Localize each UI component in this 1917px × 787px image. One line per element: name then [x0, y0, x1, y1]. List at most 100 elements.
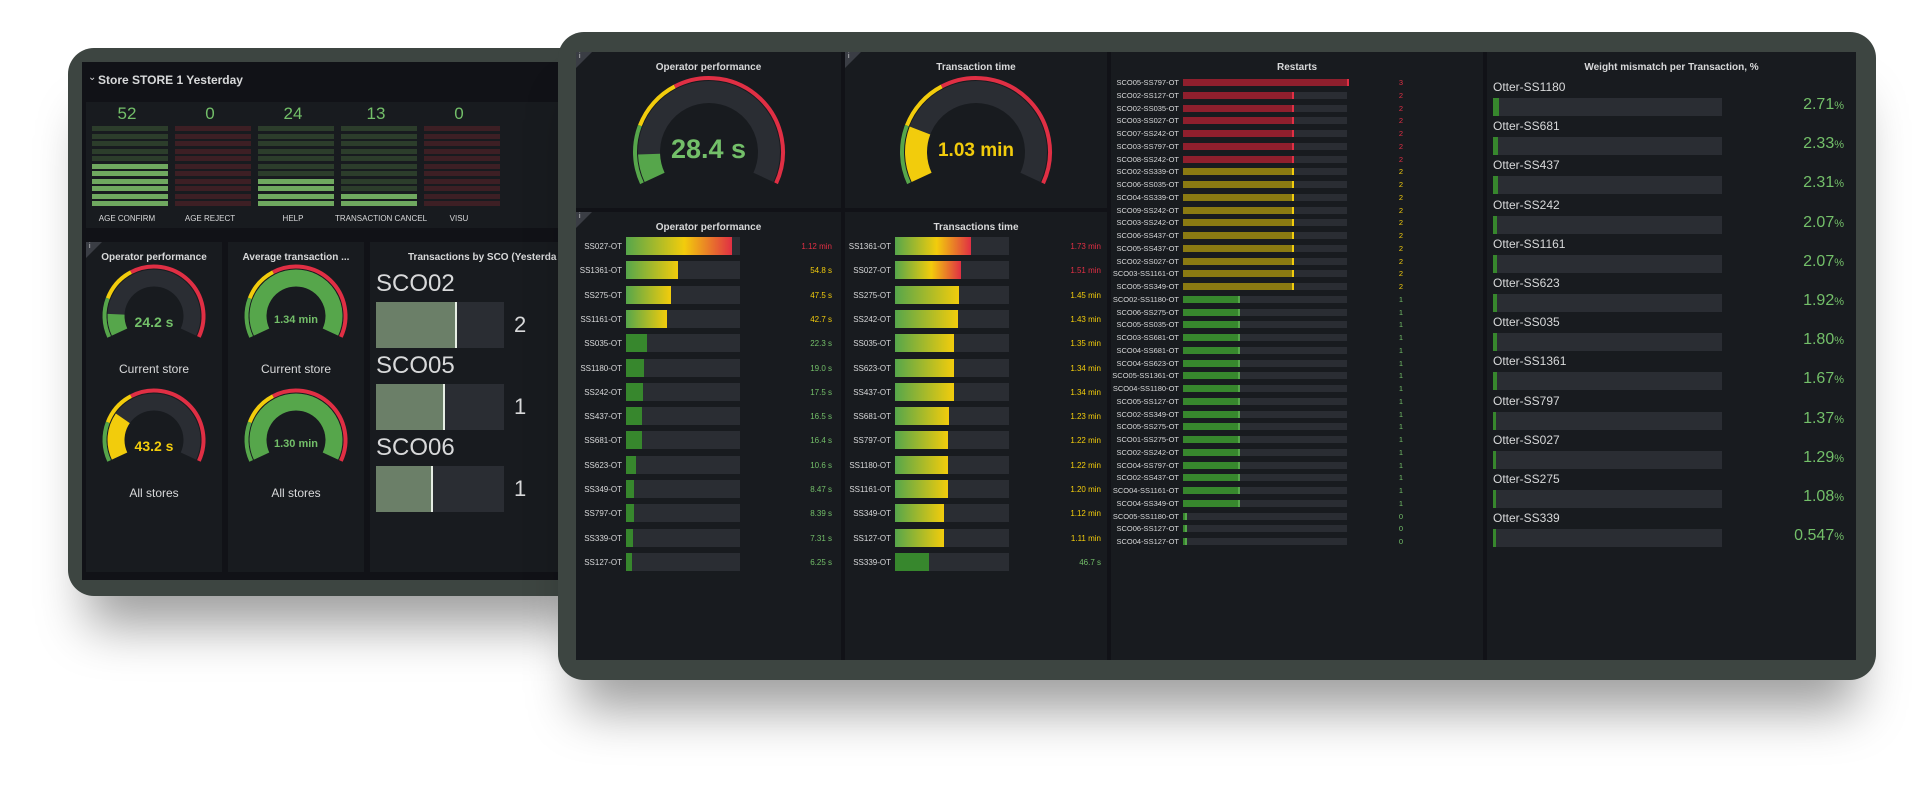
mismatch-fill	[1493, 137, 1498, 156]
back-monitor: ⌄ Store STORE 1 Yesterday 52 AGE CONFIRM 0…	[68, 48, 608, 596]
restart-fill	[1183, 219, 1295, 227]
info-corner[interactable]: i	[845, 52, 861, 68]
restart-label: SCO05-SS1361-OT	[1112, 371, 1179, 381]
counter-label: VISU	[449, 214, 469, 223]
mismatch-value: 1.67%	[1803, 370, 1844, 388]
bar-value: 47.5 s	[810, 290, 832, 300]
restart-fill	[1183, 385, 1240, 392]
level-segment	[175, 133, 251, 139]
threshold-green	[244, 421, 253, 462]
gauge-arc	[244, 388, 348, 462]
restart-value: 2	[1398, 90, 1403, 100]
restart-row: SCO04-SS681-OT 1	[1111, 344, 1483, 356]
gauge: 28.4 s	[576, 52, 841, 208]
bar-row: SS339-OT 7.31 s	[576, 528, 838, 548]
bar-fill	[895, 455, 949, 474]
restart-value: 2	[1398, 256, 1403, 266]
restart-label: SCO05-SS035-OT	[1116, 320, 1179, 330]
level-segment	[175, 163, 251, 169]
mismatch-number: 1.37	[1803, 409, 1835, 427]
level-segment	[92, 186, 168, 191]
restart-row: SCO02-SS242-OT 1	[1111, 446, 1483, 458]
threshold-green	[900, 124, 911, 185]
restart-label: SCO03-SS027-OT	[1116, 116, 1179, 126]
level-segment	[258, 148, 334, 154]
mismatch-track	[1493, 372, 1722, 391]
mismatch-track	[1493, 450, 1722, 469]
store-row-header[interactable]: ⌄ Store STORE 1 Yesterday	[82, 62, 594, 96]
restart-fill	[1183, 117, 1295, 125]
info-corner[interactable]: i	[576, 52, 592, 68]
restart-value: 1	[1398, 333, 1403, 342]
front-screen: i Operator performance 28.4 s i Transact…	[576, 52, 1856, 660]
gauge-value-arc	[249, 269, 343, 336]
mismatch-value: 1.92%	[1803, 292, 1844, 310]
panel-title: Restarts	[1276, 62, 1318, 73]
bar-fill	[895, 382, 954, 401]
level-segment	[424, 133, 500, 139]
bar-row: SS1180-OT 19.0 s	[576, 358, 838, 378]
gauge-track	[637, 81, 780, 182]
level-segment	[175, 156, 251, 161]
info-corner[interactable]: i	[86, 242, 102, 258]
bar-fill	[895, 261, 962, 280]
restart-value: 2	[1398, 192, 1403, 202]
restart-row: SCO04-SS339-OT 2	[1111, 191, 1483, 203]
restart-label: SCO05-SS797-OT	[1116, 78, 1179, 87]
sco-count: 2	[514, 312, 527, 337]
restart-value: 1	[1398, 486, 1403, 495]
restart-label: SCO02-SS1180-OT	[1112, 294, 1179, 304]
restart-row: SCO09-SS242-OT 2	[1111, 204, 1483, 216]
info-corner[interactable]: i	[576, 212, 592, 228]
restart-track	[1183, 232, 1347, 239]
gauge: 43.2 s All stores	[86, 242, 222, 572]
gauge-value-arc	[249, 393, 343, 460]
bar-label: SS623-OT	[584, 460, 622, 470]
restart-row: SCO03-SS1161-OT 2	[1111, 267, 1483, 279]
mismatch-number: 2.71	[1803, 96, 1835, 113]
level-segment	[175, 193, 251, 199]
restart-track	[1183, 219, 1347, 227]
bar-value: 1.12 min	[801, 242, 832, 251]
counter-value: 13	[366, 104, 386, 123]
level-segment	[92, 171, 168, 176]
mismatch-value: 0.547%	[1794, 527, 1844, 545]
gauge-value-arc	[107, 413, 131, 460]
level-segment	[341, 201, 417, 206]
counter-value: 52	[117, 104, 137, 123]
info-icon: i	[89, 243, 91, 250]
bar-value: 46.7 s	[1079, 557, 1101, 567]
level-segment	[424, 186, 500, 191]
mismatch-track	[1493, 137, 1722, 156]
mismatch-number: 2.33	[1803, 135, 1835, 153]
restart-row: SCO06-SS035-OT 2	[1111, 178, 1483, 190]
restart-label: SCO04-SS349-OT	[1116, 498, 1179, 508]
bar-row: SS349-OT 1.12 min	[845, 503, 1107, 523]
restart-row: SCO04-SS127-OT 0	[1111, 535, 1483, 547]
bar-label: SS349-OT	[853, 509, 891, 519]
row-title: Store STORE 1 Yesterday	[98, 73, 243, 87]
bar-fill	[626, 480, 635, 498]
mismatch-unit: %	[1834, 296, 1844, 308]
level-segment	[341, 163, 417, 169]
restart-fill	[1183, 423, 1240, 431]
bar-label: SS035-OT	[853, 339, 891, 349]
mismatch-fill	[1493, 411, 1496, 430]
restart-label: SCO02-SS349-OT	[1116, 409, 1179, 419]
restart-label: SCO05-SS437-OT	[1116, 243, 1179, 253]
level-segment	[341, 126, 417, 131]
level-segment	[258, 201, 334, 206]
restart-value: 1	[1398, 320, 1403, 330]
level-segment	[258, 141, 334, 146]
level-segment	[92, 148, 168, 154]
bar-track	[895, 455, 1009, 474]
restart-fill	[1183, 104, 1295, 112]
restart-row: SCO02-SS339-OT 2	[1111, 165, 1483, 177]
mismatch-row: Otter-SS035 1.80%	[1487, 315, 1856, 353]
counter-column: 0 VISU	[418, 102, 500, 228]
bar-value: 16.5 s	[810, 412, 832, 422]
bar-track	[895, 358, 1009, 377]
sco-count: 1	[514, 476, 527, 501]
mismatch-name: Otter-SS681	[1493, 119, 1560, 134]
restart-track	[1183, 346, 1347, 354]
